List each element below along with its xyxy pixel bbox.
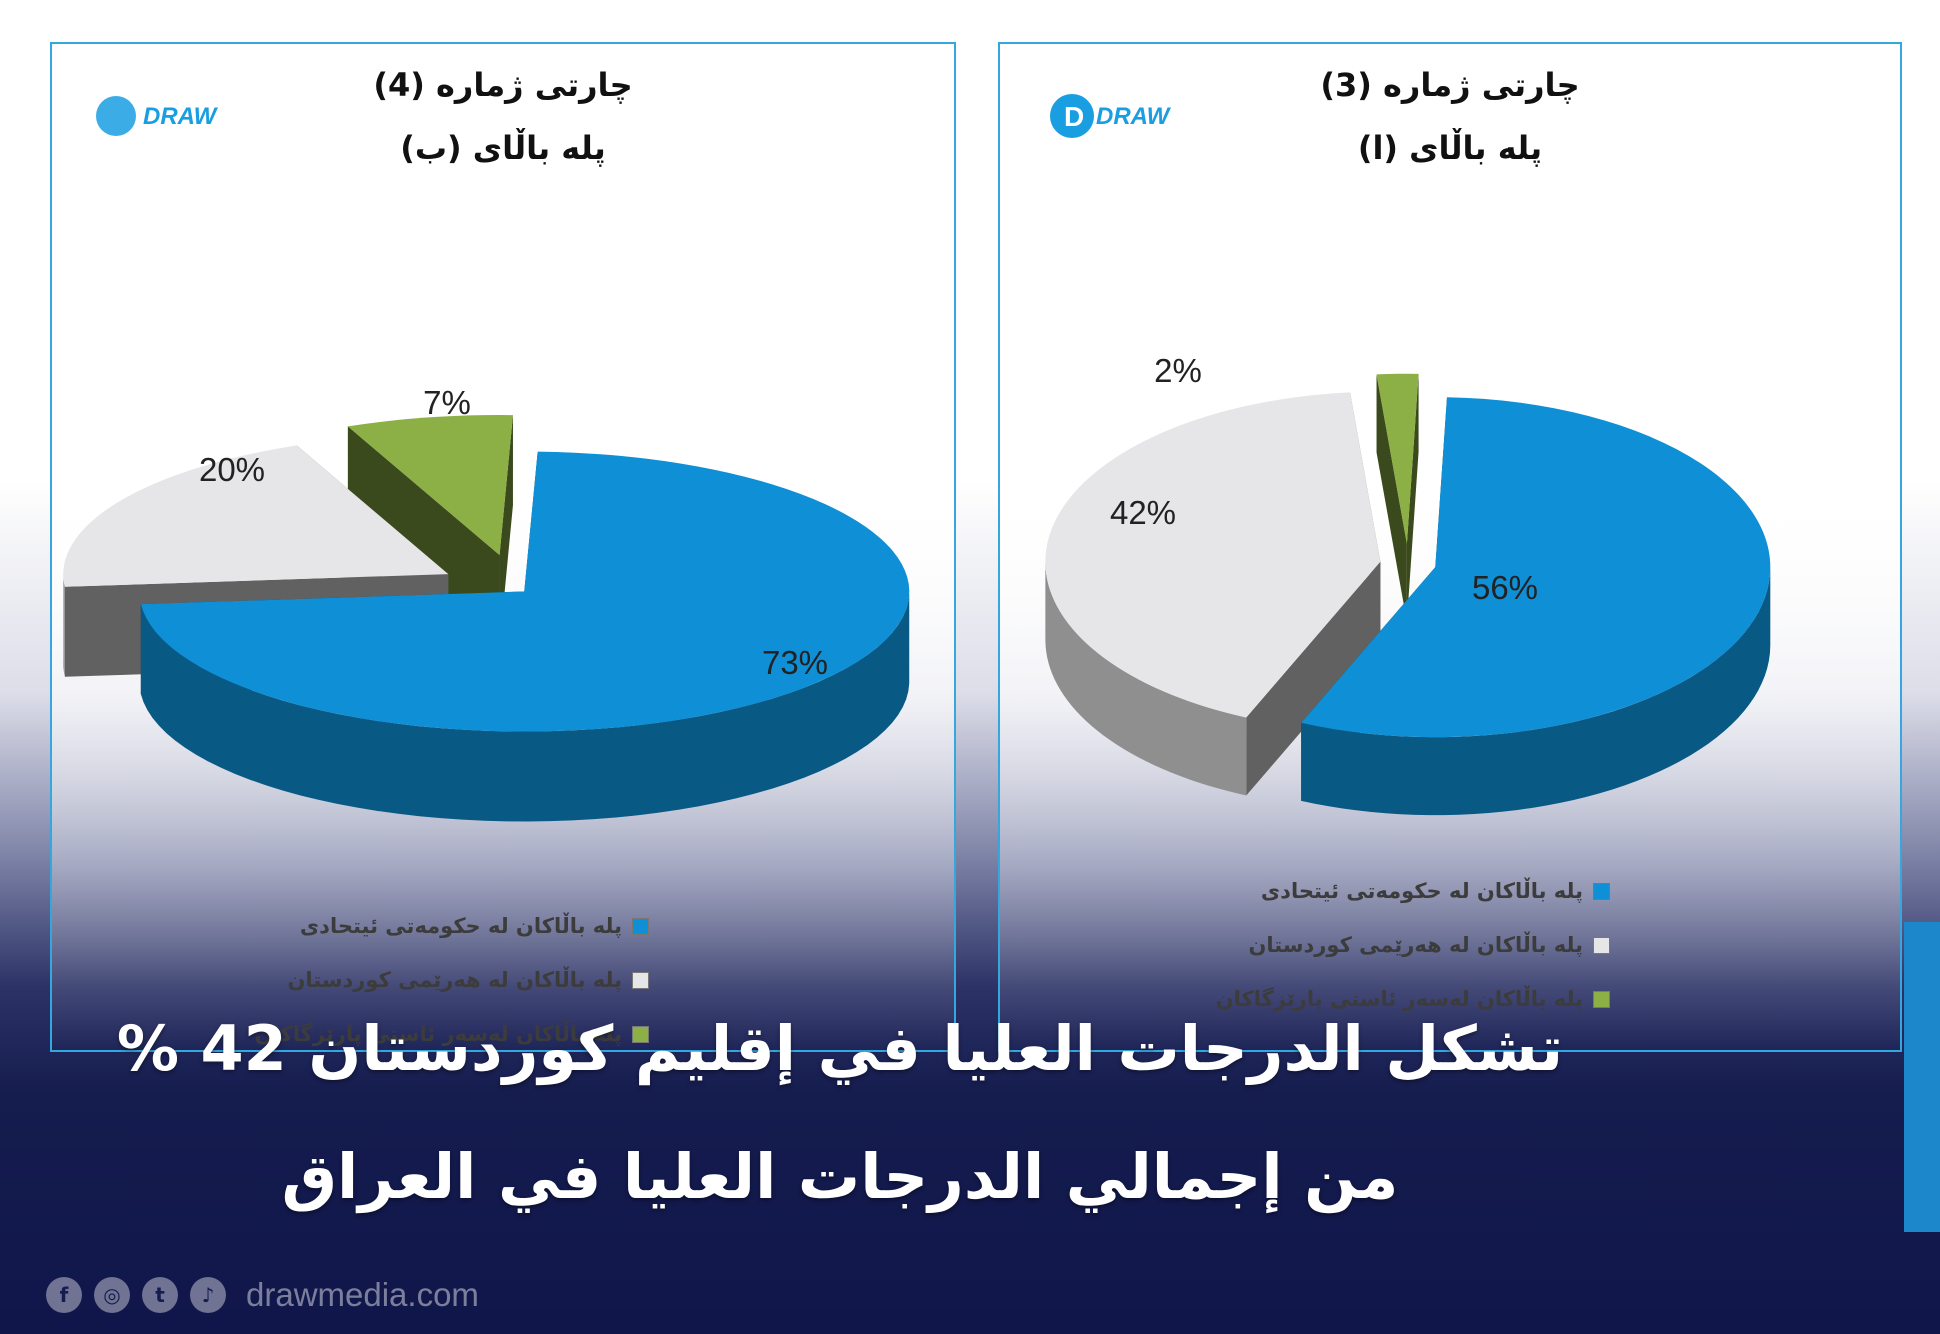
site-url[interactable]: drawmedia.com: [246, 1276, 479, 1313]
pie-slice-side: [63, 571, 65, 677]
legend-label: پلە باڵاکان لە حکومەتی ئیتحادی: [1260, 879, 1583, 903]
logo-text: DRAW: [143, 103, 219, 130]
pie-slice-top: [1045, 392, 1381, 718]
headline-line-1: تشكل الدرجات العليا في إقليم كوردستان 42…: [116, 1012, 1564, 1085]
legend-item-provinces: پلە باڵاکان لەسەر ئاستی پارێزگاکان: [255, 1007, 649, 1061]
pie-slice-wall: [499, 415, 513, 646]
instagram-icon[interactable]: ◎: [94, 1277, 130, 1313]
legend-swatch: [1593, 990, 1610, 1008]
pie-slice-wall: [347, 426, 500, 646]
pie-slice-1: [1045, 392, 1381, 796]
pie-slice-top: [140, 451, 910, 732]
footer: f ◎ t ♪ drawmedia.com: [46, 1276, 479, 1314]
pie-slice-wall: [1246, 561, 1381, 796]
pie-chart-3: 56% 42% 2%: [1045, 352, 1771, 816]
pie-slice-side: [1301, 567, 1771, 816]
pie-label-0: 56%: [1472, 569, 1538, 606]
legend-label: پلە باڵاکان لە هەرێمی کوردستان: [287, 968, 623, 992]
facebook-icon[interactable]: f: [46, 1277, 82, 1313]
legend-label: پلە باڵاکان لە حکومەتی ئیتحادی: [299, 914, 622, 938]
pie-label-0: 73%: [762, 644, 828, 681]
legend-item-federal: پلە باڵاکان لە حکومەتی ئیتحادی: [1216, 864, 1610, 918]
chart-4-subtitle: پلە باڵای (ب): [400, 129, 606, 167]
pie-slice-2: [347, 415, 513, 646]
pie-slice-side: [1045, 562, 1247, 796]
pie-slice-side: [140, 593, 910, 822]
chart-4-title: چارتی ژمارە (4): [373, 66, 633, 104]
pie-label-1: 20%: [199, 451, 265, 488]
twitter-icon[interactable]: t: [142, 1277, 178, 1313]
legend-label: پلە باڵاکان لەسەر ئاستی پارێزگاکان: [1215, 987, 1583, 1011]
legend-label: پلە باڵاکان لە هەرێمی کوردستان: [1248, 933, 1584, 957]
chart-3-title: چارتی ژمارە (3): [1320, 66, 1580, 104]
pie-label-1: 42%: [1110, 494, 1176, 531]
chart-4-legend: پلە باڵاکان لە حکومەتی ئیتحادی پلە باڵاک…: [255, 899, 649, 1061]
pie-slice-top: [1301, 397, 1771, 738]
legend-swatch: [1593, 882, 1610, 900]
pie-slice-top: [1376, 373, 1419, 544]
legend-item-provinces: پلە باڵاکان لەسەر ئاستی پارێزگاکان: [1216, 972, 1610, 1026]
pie-chart-4: 73% 20% 7%: [63, 384, 910, 822]
pie-label-2: 7%: [423, 384, 471, 421]
pie-slice-wall: [1406, 373, 1419, 622]
tiktok-icon[interactable]: ♪: [190, 1277, 226, 1313]
legend-swatch: [632, 1025, 649, 1043]
legend-item-federal: پلە باڵاکان لە حکومەتی ئیتحادی: [255, 899, 649, 953]
pie-label-2: 2%: [1154, 352, 1202, 389]
pie-slice-0: [1301, 397, 1771, 816]
legend-swatch: [1593, 936, 1610, 954]
legend-item-kurdistan: پلە باڵاکان لە هەرێمی کوردستان: [255, 953, 649, 1007]
draw-logo: D DRAW: [1044, 88, 1194, 144]
pie-slice-top: [347, 415, 513, 556]
legend-swatch: [632, 971, 649, 989]
pie-slice-top: [63, 445, 449, 587]
pie-slice-0: [140, 451, 910, 822]
chart-3-subtitle: پلە باڵای (ا): [1357, 129, 1543, 167]
chart-panel-4: DRAW چارتی ژمارە (4) پلە باڵای (ب) 73% 20…: [50, 42, 956, 1052]
svg-text:D: D: [1064, 101, 1084, 132]
side-accent-bar: [1904, 922, 1940, 1232]
logo-text: DRAW: [1096, 103, 1172, 130]
pie-slice-2: [1376, 373, 1419, 622]
legend-item-kurdistan: پلە باڵاکان لە هەرێمی کوردستان: [1216, 918, 1610, 972]
chart-3-legend: پلە باڵاکان لە حکومەتی ئیتحادی پلە باڵاک…: [1216, 864, 1610, 1026]
chart-panel-3: D DRAW چارتی ژمارە (3) پلە باڵای (ا) 56%…: [998, 42, 1902, 1052]
draw-logo: DRAW: [88, 88, 238, 144]
pie-slice-wall: [1376, 374, 1407, 622]
legend-label: پلە باڵاکان لەسەر ئاستی پارێزگاکان: [254, 1022, 622, 1046]
legend-swatch: [632, 917, 649, 935]
headline-line-2: من إجمالي الدرجات العليا في العراق: [281, 1140, 1399, 1213]
